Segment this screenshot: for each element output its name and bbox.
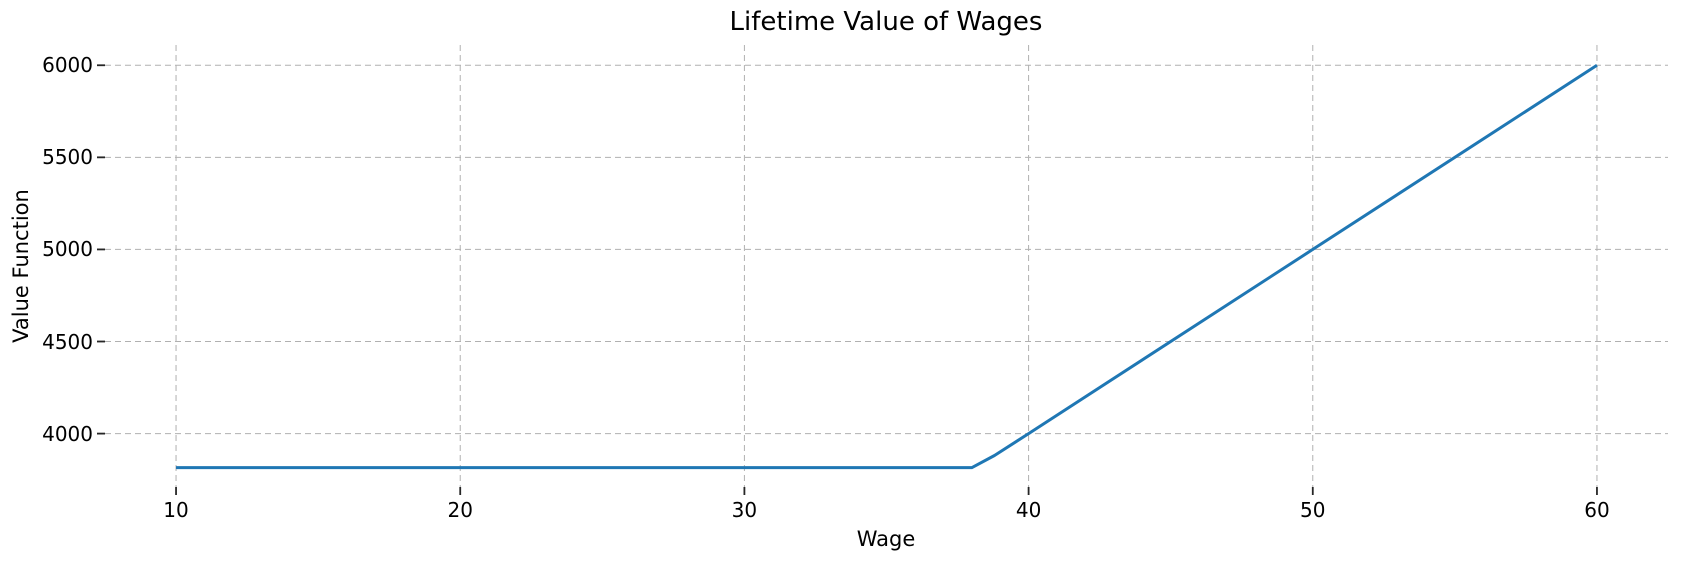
x-tick-label: 40 (1015, 498, 1042, 522)
y-tick-label: 6000 (42, 53, 93, 78)
value-function-line (176, 63, 1598, 470)
y-axis-label: Value Function (9, 189, 33, 343)
y-tick-label: 4500 (42, 329, 93, 354)
x-tick-label: 50 (1300, 498, 1326, 522)
x-tick-label: 10 (163, 498, 189, 522)
x-tick-label: 60 (1584, 498, 1610, 522)
y-tick-label: 5500 (42, 145, 93, 170)
y-tick-label: 5000 (42, 237, 93, 262)
x-axis-label: Wage (856, 527, 916, 551)
y-tick-label: 4000 (42, 421, 93, 446)
x-tick-label: 30 (731, 498, 758, 522)
x-tick-label: 20 (447, 498, 473, 522)
chart-title: Lifetime Value of Wages (729, 7, 1043, 37)
